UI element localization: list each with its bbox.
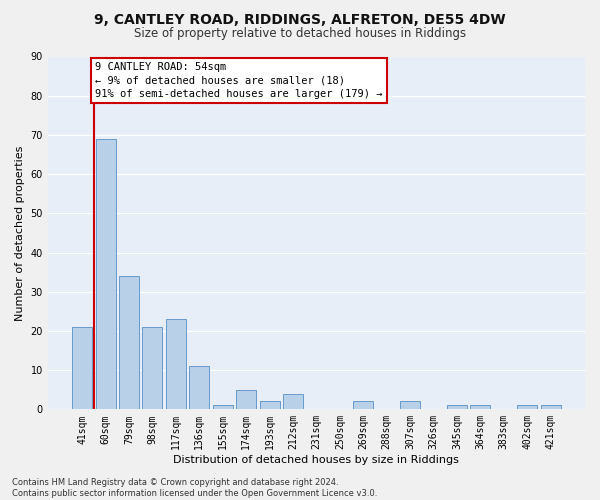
X-axis label: Distribution of detached houses by size in Riddings: Distribution of detached houses by size … (173, 455, 460, 465)
Bar (119, 276, 139, 409)
Text: 9 CANTLEY ROAD: 54sqm
← 9% of detached houses are smaller (18)
91% of semi-detac: 9 CANTLEY ROAD: 54sqm ← 9% of detached h… (95, 62, 383, 99)
Bar (142, 327, 163, 409)
Y-axis label: Number of detached properties: Number of detached properties (15, 145, 25, 320)
Bar (95, 139, 116, 409)
Bar (400, 402, 420, 409)
Bar (190, 366, 209, 410)
Bar (283, 394, 303, 409)
Bar (260, 402, 280, 409)
Bar (517, 406, 537, 409)
Bar (213, 406, 233, 409)
Text: 9, CANTLEY ROAD, RIDDINGS, ALFRETON, DE55 4DW: 9, CANTLEY ROAD, RIDDINGS, ALFRETON, DE5… (94, 12, 506, 26)
Bar (353, 402, 373, 409)
Text: Contains HM Land Registry data © Crown copyright and database right 2024.
Contai: Contains HM Land Registry data © Crown c… (12, 478, 377, 498)
Bar (541, 406, 560, 409)
Bar (470, 406, 490, 409)
Bar (166, 319, 186, 410)
Text: Size of property relative to detached houses in Riddings: Size of property relative to detached ho… (134, 28, 466, 40)
Bar (72, 327, 92, 409)
Bar (447, 406, 467, 409)
Bar (236, 390, 256, 409)
